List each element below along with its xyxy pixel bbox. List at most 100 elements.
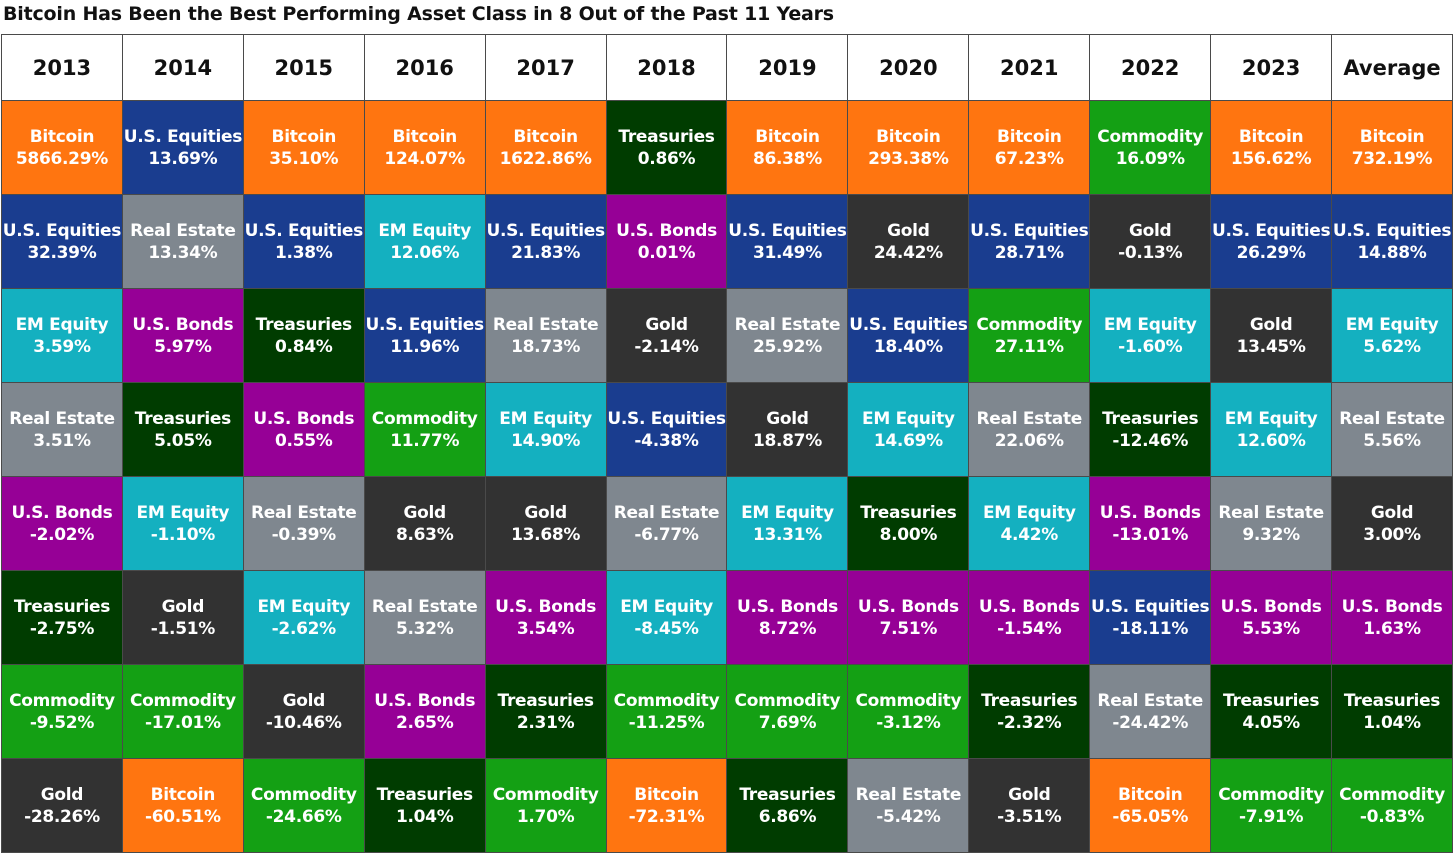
asset-label: U.S. Bonds: [11, 502, 113, 523]
return-value: -12.46%: [1112, 430, 1189, 451]
asset-label: Commodity: [129, 690, 236, 711]
table-cell: Bitcoin 732.19%: [1332, 101, 1453, 195]
return-value: 1622.86%: [499, 148, 592, 169]
return-value: 86.38%: [752, 148, 822, 169]
column-header: 2022: [1090, 35, 1212, 101]
return-value: 13.68%: [511, 524, 581, 545]
asset-label: Bitcoin: [755, 126, 820, 147]
table-cell: Commodity 7.69%: [727, 665, 849, 759]
table-cell: Bitcoin 293.38%: [848, 101, 970, 195]
asset-label: U.S. Equities: [970, 220, 1089, 241]
asset-label: Gold: [645, 314, 688, 335]
asset-label: Bitcoin: [997, 126, 1062, 147]
table-cell: Gold 8.63%: [364, 477, 486, 571]
asset-label: Real Estate: [976, 408, 1083, 429]
return-value: 14.88%: [1357, 242, 1427, 263]
return-value: -1.51%: [150, 618, 216, 639]
table-cell: U.S. Equities 11.96%: [364, 289, 486, 383]
return-value: -3.12%: [876, 712, 941, 733]
asset-label: Gold: [403, 502, 446, 523]
asset-label: EM Equity: [378, 220, 472, 241]
return-value: 5.56%: [1363, 430, 1421, 451]
table-cell: Real Estate 18.73%: [485, 289, 607, 383]
table-cell: Commodity -0.83%: [1332, 759, 1453, 853]
asset-label: Real Estate: [492, 314, 599, 335]
table-cell: U.S. Bonds -2.02%: [2, 477, 123, 571]
column-header: 2017: [485, 35, 607, 101]
asset-label: Gold: [1008, 784, 1051, 805]
return-value: 2.65%: [395, 712, 454, 733]
table-cell: EM Equity -2.62%: [243, 571, 365, 665]
table-cell: U.S. Bonds 7.51%: [848, 571, 970, 665]
table-cell: EM Equity 12.06%: [364, 195, 486, 289]
return-value: -18.11%: [1112, 618, 1189, 639]
asset-label: U.S. Bonds: [1099, 502, 1201, 523]
table-cell: U.S. Bonds 5.97%: [122, 289, 244, 383]
asset-label: Real Estate: [1339, 408, 1445, 429]
asset-label: Bitcoin: [513, 126, 578, 147]
asset-label: Bitcoin: [634, 784, 699, 805]
column-header: 2018: [606, 35, 728, 101]
asset-label: Commodity: [976, 314, 1083, 335]
table-cell: U.S. Equities 13.69%: [122, 101, 244, 195]
asset-label: Real Estate: [130, 220, 236, 241]
asset-label: Commodity: [9, 690, 115, 711]
asset-label: Real Estate: [251, 502, 357, 523]
table-cell: Bitcoin 86.38%: [727, 101, 849, 195]
table-cell: U.S. Equities 21.83%: [485, 195, 607, 289]
table-cell: U.S. Bonds 3.54%: [485, 571, 607, 665]
asset-label: U.S. Bonds: [374, 690, 476, 711]
asset-label: Commodity: [613, 690, 720, 711]
table-cell: U.S. Equities 28.71%: [969, 195, 1091, 289]
return-value: 7.69%: [758, 712, 817, 733]
return-value: 5.62%: [1363, 336, 1421, 357]
table-cell: U.S. Bonds 0.01%: [606, 195, 728, 289]
asset-label: Treasuries: [618, 126, 715, 147]
table-cell: Gold 18.87%: [727, 383, 849, 477]
return-value: -4.38%: [634, 430, 699, 451]
asset-label: Bitcoin: [1359, 126, 1425, 147]
asset-label: Treasuries: [376, 784, 474, 805]
asset-label: Gold: [40, 784, 84, 805]
asset-label: Bitcoin: [392, 126, 457, 147]
asset-label: EM Equity: [15, 314, 109, 335]
table-cell: EM Equity 14.90%: [485, 383, 607, 477]
table-cell: Commodity 27.11%: [969, 289, 1091, 383]
asset-label: U.S. Equities: [365, 314, 485, 335]
table-cell: U.S. Bonds 1.63%: [1332, 571, 1453, 665]
return-value: 16.09%: [1115, 148, 1185, 169]
asset-label: U.S. Equities: [1091, 596, 1210, 617]
asset-label: Real Estate: [1097, 690, 1203, 711]
return-value: 124.07%: [384, 148, 465, 169]
return-value: 3.00%: [1363, 524, 1421, 545]
return-value: 21.83%: [511, 242, 581, 263]
table-cell: EM Equity 12.60%: [1211, 383, 1333, 477]
return-value: -0.83%: [1359, 806, 1425, 827]
return-value: -0.13%: [1118, 242, 1183, 263]
asset-class-returns-table: 2013 2014 2015 2016 2017 2018 2019 2020 2021 2022…: [1, 34, 1453, 853]
return-value: -24.42%: [1112, 712, 1189, 733]
return-value: 13.45%: [1236, 336, 1306, 357]
table-cell: Real Estate 3.51%: [2, 383, 123, 477]
asset-label: Treasuries: [134, 408, 232, 429]
asset-label: Treasuries: [860, 502, 957, 523]
return-value: 28.71%: [994, 242, 1064, 263]
table-cell: Commodity -11.25%: [606, 665, 728, 759]
return-value: -65.05%: [1112, 806, 1189, 827]
table-cell: Bitcoin 124.07%: [364, 101, 486, 195]
table-cell: Real Estate 22.06%: [969, 383, 1091, 477]
return-value: -17.01%: [144, 712, 221, 733]
return-value: 293.38%: [868, 148, 949, 169]
asset-label: EM Equity: [1345, 314, 1439, 335]
asset-label: Treasuries: [1223, 690, 1320, 711]
return-value: -6.77%: [634, 524, 699, 545]
table-cell: Commodity -9.52%: [2, 665, 123, 759]
table-cell: Gold 13.45%: [1211, 289, 1333, 383]
table-cell: Gold 3.00%: [1332, 477, 1453, 571]
return-value: -1.54%: [997, 618, 1062, 639]
table-cell: U.S. Bonds 8.72%: [727, 571, 849, 665]
return-value: 24.42%: [873, 242, 943, 263]
table-cell: Bitcoin -65.05%: [1090, 759, 1212, 853]
return-value: -9.52%: [29, 712, 95, 733]
table-cell: EM Equity 13.31%: [727, 477, 849, 571]
